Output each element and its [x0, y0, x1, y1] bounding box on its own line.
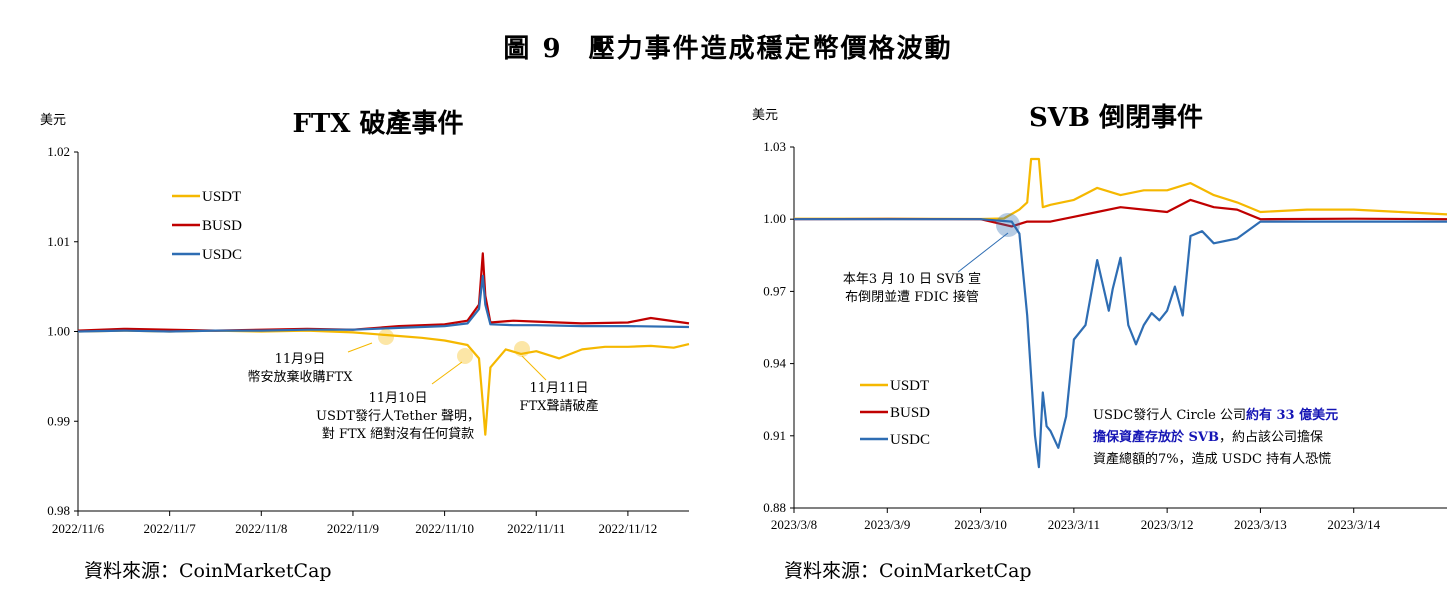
series-line-busd [793, 198, 1448, 228]
chart-title: FTX 破產事件 [292, 108, 463, 139]
y-tick-label: 0.91 [763, 428, 786, 443]
y-tick-label: 1.00 [763, 211, 786, 226]
x-tick-label: 2022/11/8 [235, 521, 287, 536]
annotation-highlight: 擔保資產存放於 SVB [1093, 429, 1219, 445]
legend-label-busd: BUSD [202, 218, 242, 234]
figure-title-text: 壓力事件造成穩定幣價格波動 [588, 34, 953, 64]
annotation-leader [347, 342, 373, 353]
x-tick-label: 2022/11/12 [599, 521, 658, 536]
annotation-highlight: 約有 33 億美元 [1246, 407, 1338, 423]
chart-ftx: FTX 破產事件 美元 1.02 1.01 1.00 0.99 0.98 2022/11/6 2… [40, 108, 690, 536]
x-tick-label: 2022/11/9 [327, 521, 379, 536]
chart-title: SVB 倒閉事件 [1029, 103, 1203, 133]
event-marker [457, 348, 473, 364]
panel-ftx: FTX 破產事件 美元 1.02 1.01 1.00 0.99 0.98 2022/11/6 2… [40, 108, 690, 582]
x-tick-label: 2023/3/11 [1048, 517, 1100, 532]
y-axis-unit: 美元 [40, 113, 66, 128]
x-tick-label: 2023/3/10 [954, 517, 1007, 532]
x-tick-label: 2023/3/12 [1141, 517, 1194, 532]
annotation-leader [431, 361, 463, 385]
y-axis-unit: 美元 [752, 108, 778, 123]
source-note: 資料來源：CoinMarketCap [84, 560, 332, 582]
y-tick-label: 0.99 [47, 413, 70, 428]
source-note: 資料來源：CoinMarketCap [784, 560, 1032, 582]
legend-label-busd: BUSD [890, 405, 930, 421]
annotation-run: USDC發行人 Circle 公司 [1093, 408, 1246, 423]
panel-svb: SVB 倒閉事件 美元 1.03 1.00 0.97 0.94 0.91 0.88 2023/3… [728, 0, 1456, 604]
annotation-run: ，約占該公司擔保 [1219, 429, 1323, 445]
y-tick-label: 1.02 [47, 144, 70, 159]
x-tick-label: 2023/3/13 [1234, 517, 1287, 532]
annotation-text: USDT發行人Tether 聲明， [316, 408, 480, 424]
y-tick-label: 0.88 [763, 500, 786, 515]
series-line-busd [77, 252, 690, 332]
annotation-text: USDC發行人 Circle 公司約有 33 億美元 [1093, 407, 1338, 423]
series-line-usdc [77, 274, 690, 333]
y-tick-label: 0.94 [763, 356, 786, 371]
annotation-text: 布倒閉並遭 FDIC 接管 [845, 289, 979, 305]
annotation-run: 資產總額的7%，造成 USDC 持有人恐慌 [1093, 451, 1331, 467]
annotation-leader [521, 355, 547, 381]
event-marker [514, 341, 530, 357]
annotation-text: 資產總額的7%，造成 USDC 持有人恐慌 [1093, 451, 1331, 467]
x-tick-label: 2023/3/9 [864, 517, 910, 532]
x-tick-label: 2022/11/6 [52, 521, 105, 536]
y-tick-label: 1.01 [47, 234, 70, 249]
x-tick-label: 2023/3/14 [1327, 517, 1380, 532]
annotation-text: FTX聲請破產 [520, 398, 599, 414]
chart-svb: SVB 倒閉事件 美元 1.03 1.00 0.97 0.94 0.91 0.88 2023/3… [752, 103, 1448, 532]
x-tick-label: 2022/11/7 [144, 521, 197, 536]
annotation-text: 11月10日 [368, 391, 427, 406]
y-tick-label: 0.97 [763, 283, 786, 298]
annotation-text: 11月11日 [529, 381, 588, 396]
legend-label-usdc: USDC [202, 247, 242, 263]
series-line-usdt [794, 157, 1448, 221]
legend-label-usdc: USDC [890, 432, 930, 448]
event-marker [378, 329, 394, 345]
annotation-text: 11月9日 [275, 352, 326, 367]
annotation-text: 幣安放棄收購FTX [248, 370, 354, 385]
legend-label-usdt: USDT [202, 189, 241, 205]
x-tick-label: 2023/3/8 [771, 517, 817, 532]
y-tick-label: 1.03 [763, 139, 786, 154]
annotation-text: 本年3 月 10 日 SVB 宣 [843, 271, 981, 287]
y-tick-label: 1.00 [47, 324, 70, 339]
legend-label-usdt: USDT [890, 378, 929, 394]
x-tick-label: 2022/11/10 [415, 521, 474, 536]
figure-number: 圖 9 [503, 34, 563, 64]
y-tick-label: 0.98 [47, 503, 70, 518]
event-marker [996, 213, 1020, 237]
series-line-usdc [794, 218, 1447, 469]
annotation-text: 擔保資產存放於 SVB，約占該公司擔保 [1093, 429, 1323, 445]
annotation-leader [957, 232, 1009, 273]
figure-title: 圖 9 壓力事件造成穩定幣價格波動 [0, 28, 1456, 65]
annotation-text: 對 FTX 絕對沒有任何貸款 [322, 426, 474, 442]
x-tick-label: 2022/11/11 [507, 521, 565, 536]
